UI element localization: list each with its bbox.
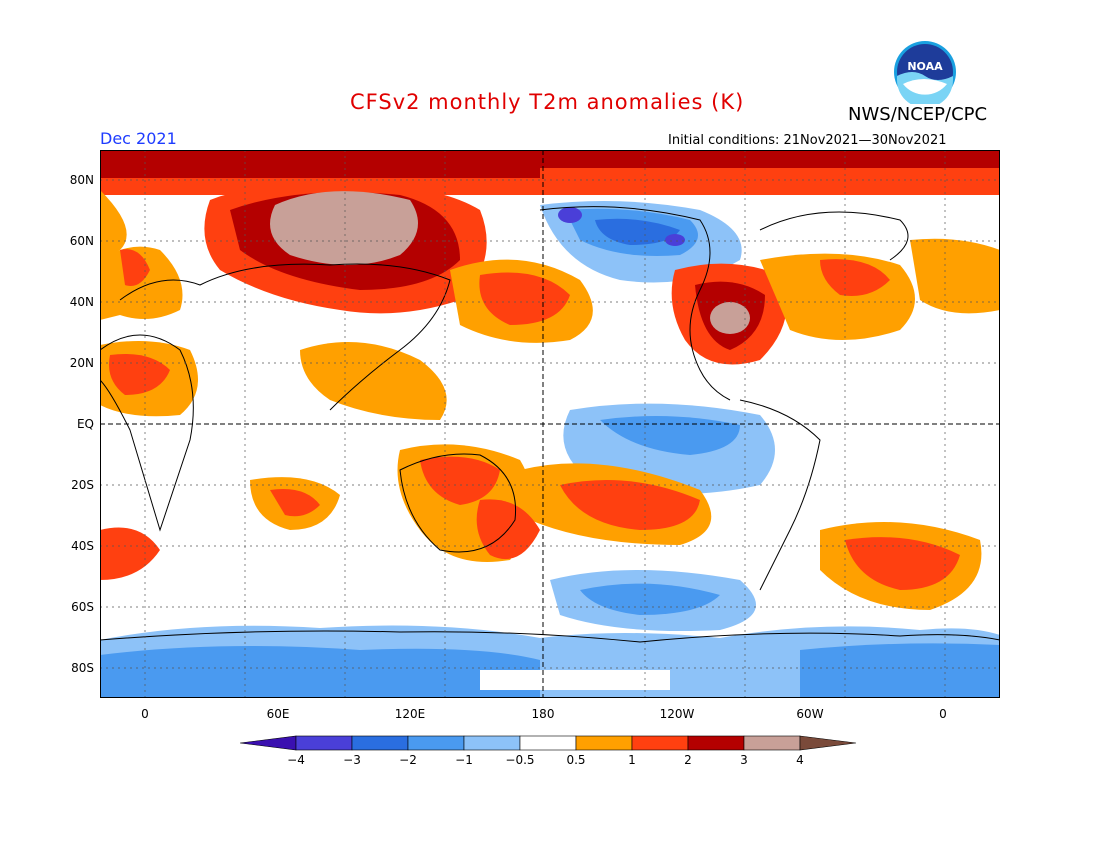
anomaly-map: [99, 149, 1001, 699]
lat-label-80s: 80S: [71, 661, 94, 675]
colorbar-tick-label: −1: [455, 753, 473, 767]
lon-label-120w: 120W: [659, 707, 695, 721]
colorbar-segment: [463, 735, 521, 751]
lon-label-0-west: 0: [141, 707, 149, 721]
lon-label-0-east: 0: [939, 707, 947, 721]
initial-conditions: Initial conditions: 21Nov2021—30Nov2021: [668, 133, 947, 148]
colorbar-tick-label: 1: [628, 753, 636, 767]
colorbar-segment: [407, 735, 465, 751]
lat-label-60s: 60S: [71, 600, 94, 614]
lon-label-180: 180: [531, 707, 555, 721]
noaa-logo: NOAA: [893, 40, 957, 108]
colorbar-segment: [351, 735, 409, 751]
chart-title: CFSv2 monthly T2m anomalies (K): [350, 90, 745, 114]
colorbar-segment: [519, 735, 577, 751]
coastlines: [99, 206, 1001, 643]
colorbar-segment: [743, 735, 801, 751]
lat-label-80n: 80N: [69, 173, 94, 187]
colorbar-tick-label: −4: [287, 753, 305, 767]
forecast-period: Dec 2021: [100, 129, 177, 148]
agency-label: NWS/NCEP/CPC: [848, 104, 988, 125]
colorbar-segment: [631, 735, 689, 751]
logo-text: NOAA: [907, 60, 943, 73]
colorbar-segment: [295, 735, 353, 751]
colorbar-tick-label: −3: [343, 753, 361, 767]
lat-label-20n: 20N: [69, 356, 94, 370]
lon-label-60w: 60W: [796, 707, 824, 721]
colorbar-segment: [239, 735, 297, 751]
lat-label-40n: 40N: [69, 295, 94, 309]
colorbar-segment: [687, 735, 745, 751]
colorbar-tick-label: 2: [684, 753, 692, 767]
lon-label-120e: 120E: [394, 707, 426, 721]
colorbar-tick-label: 4: [796, 753, 804, 767]
colorbar-tick-label: −2: [399, 753, 417, 767]
colorbar-tick-label: −0.5: [505, 753, 534, 767]
lat-label-20s: 20S: [71, 478, 94, 492]
colorbar-segment: [575, 735, 633, 751]
lat-label-eq: EQ: [76, 417, 94, 431]
colorbar-tick-label: 3: [740, 753, 748, 767]
colorbar-segment: [799, 735, 857, 751]
graticule: [100, 150, 1000, 698]
colorbar-tick-label: 0.5: [566, 753, 585, 767]
lat-label-40s: 40S: [71, 539, 94, 553]
lon-label-60e: 60E: [266, 707, 290, 721]
colorbar: −4 −3 −2 −1 −0.5 0.5 1 2 3 4: [239, 734, 860, 774]
lat-label-60n: 60N: [69, 234, 94, 248]
